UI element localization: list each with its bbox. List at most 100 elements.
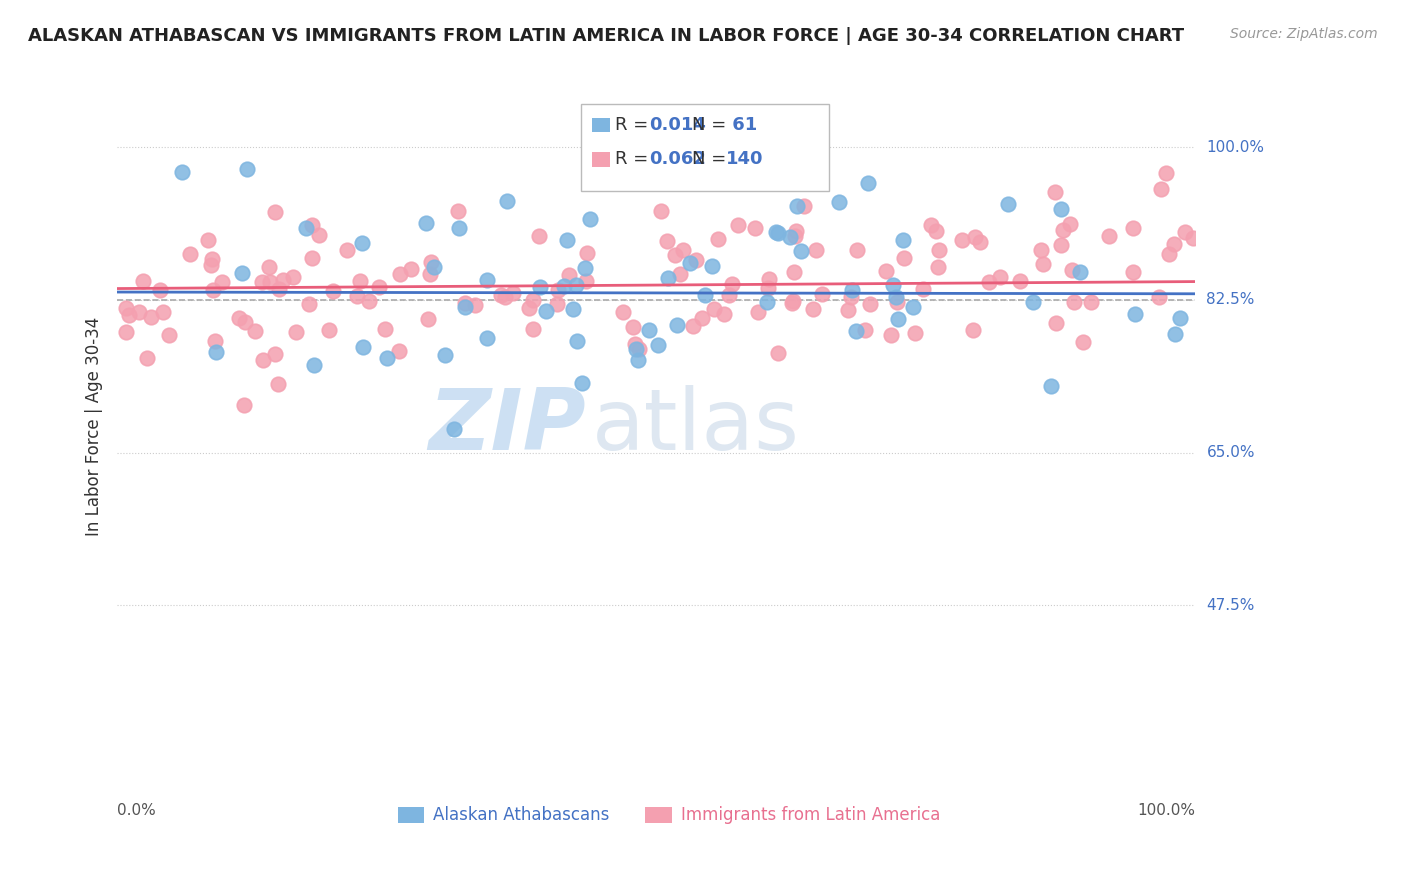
Point — [837, 302, 859, 317]
Point — [118, 308, 141, 322]
Point — [706, 232, 728, 246]
Point — [1043, 185, 1066, 199]
Point — [1059, 217, 1081, 231]
Point — [891, 233, 914, 247]
Text: 100.0%: 100.0% — [1206, 140, 1264, 154]
Text: 47.5%: 47.5% — [1206, 598, 1254, 613]
Point — [1080, 294, 1102, 309]
Point — [236, 161, 259, 176]
Point — [263, 347, 285, 361]
Point — [555, 233, 578, 247]
Point — [768, 346, 790, 360]
Point — [924, 224, 946, 238]
Point — [579, 211, 602, 226]
Point — [477, 273, 499, 287]
Text: atlas: atlas — [592, 384, 800, 468]
Point — [170, 165, 193, 179]
Point — [447, 203, 470, 218]
Point — [801, 302, 824, 317]
Point — [298, 297, 321, 311]
Point — [416, 311, 439, 326]
Point — [1157, 247, 1180, 261]
Point — [950, 234, 973, 248]
Point — [1122, 220, 1144, 235]
Point — [846, 243, 869, 257]
Point — [547, 283, 569, 297]
Point — [553, 279, 575, 293]
Point — [211, 275, 233, 289]
Point — [139, 310, 162, 325]
Text: ZIP: ZIP — [429, 384, 586, 468]
Point — [259, 260, 281, 275]
Point — [844, 324, 866, 338]
Point — [1098, 229, 1121, 244]
Point — [388, 267, 411, 281]
Point — [782, 293, 804, 308]
Point — [756, 295, 779, 310]
Point — [758, 272, 780, 286]
Point — [1022, 295, 1045, 310]
Point — [271, 273, 294, 287]
Point — [790, 244, 813, 259]
Point — [928, 244, 950, 258]
Point — [201, 252, 224, 266]
Point — [655, 234, 678, 248]
Point — [502, 286, 524, 301]
Point — [624, 342, 647, 356]
Point — [263, 204, 285, 219]
Point — [496, 194, 519, 208]
Point — [350, 235, 373, 250]
FancyBboxPatch shape — [581, 103, 828, 191]
Point — [454, 296, 477, 310]
Point — [853, 323, 876, 337]
FancyBboxPatch shape — [592, 153, 610, 168]
Y-axis label: In Labor Force | Age 30-34: In Labor Force | Age 30-34 — [86, 317, 103, 536]
Point — [962, 323, 984, 337]
Point — [856, 176, 879, 190]
Text: 0.062: 0.062 — [648, 151, 706, 169]
Point — [875, 264, 897, 278]
Point — [911, 281, 934, 295]
Point — [245, 324, 267, 338]
Bar — [645, 807, 672, 822]
Point — [720, 277, 742, 291]
Point — [703, 301, 725, 316]
Point — [529, 228, 551, 243]
Point — [682, 318, 704, 333]
Point — [200, 258, 222, 272]
Point — [1122, 265, 1144, 279]
Point — [997, 197, 1019, 211]
FancyBboxPatch shape — [592, 118, 610, 132]
Point — [1010, 274, 1032, 288]
Point — [963, 229, 986, 244]
Point — [228, 311, 250, 326]
Point — [744, 221, 766, 235]
Text: 0.014: 0.014 — [648, 116, 706, 134]
Point — [839, 289, 862, 303]
Point — [1150, 182, 1173, 196]
Point — [783, 229, 806, 244]
Point — [267, 376, 290, 391]
Point — [627, 352, 650, 367]
Point — [201, 283, 224, 297]
Point — [886, 294, 908, 309]
Text: N =: N = — [692, 151, 733, 169]
Point — [558, 268, 581, 282]
Point — [318, 323, 340, 337]
Point — [443, 422, 465, 436]
Point — [252, 353, 274, 368]
Point — [679, 176, 702, 190]
Point — [575, 246, 598, 260]
Point — [399, 262, 422, 277]
Point — [1073, 334, 1095, 349]
Point — [669, 268, 692, 282]
Point — [780, 296, 803, 310]
Point — [679, 256, 702, 270]
Point — [713, 307, 735, 321]
Point — [284, 326, 307, 340]
Point — [336, 243, 359, 257]
Point — [1123, 307, 1146, 321]
Point — [419, 255, 441, 269]
Point — [700, 260, 723, 274]
Point — [231, 267, 253, 281]
